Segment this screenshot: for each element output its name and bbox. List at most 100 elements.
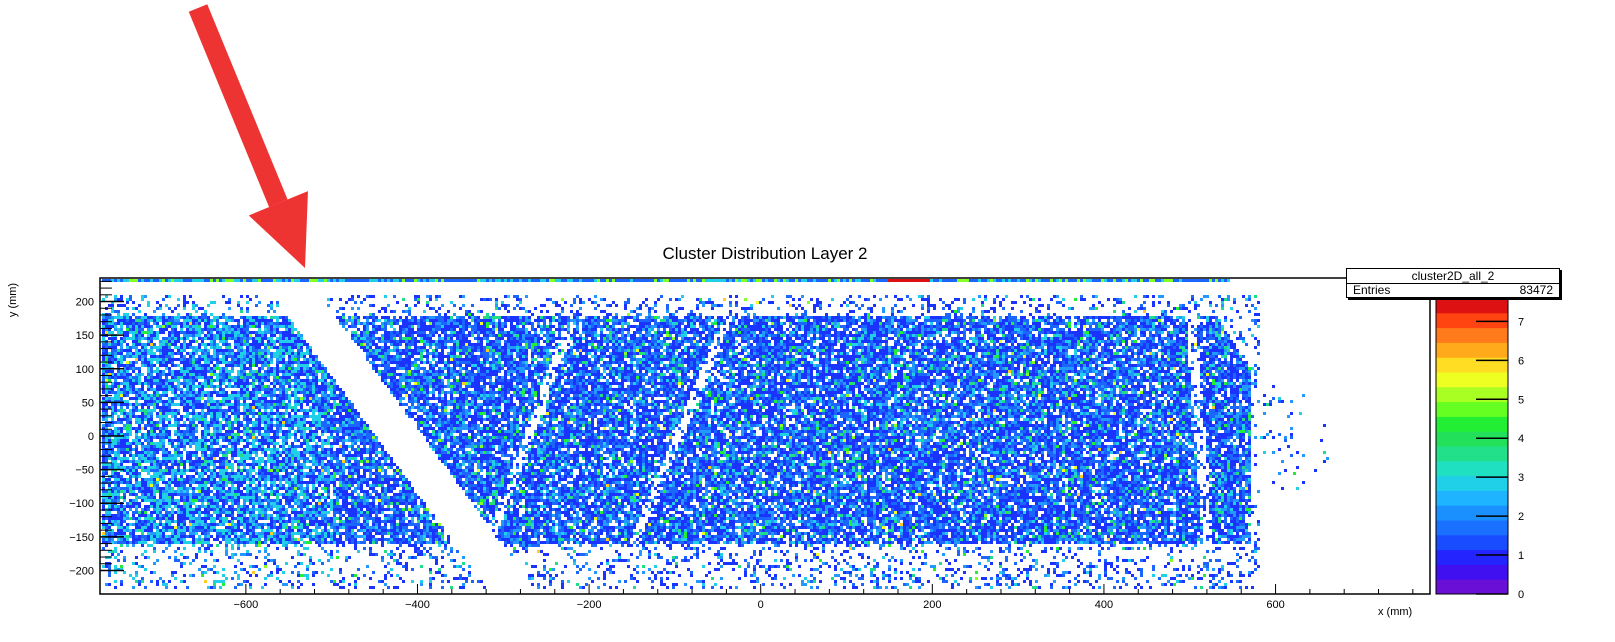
heatmap-cell [252, 430, 255, 433]
heatmap-cell [171, 496, 174, 499]
heatmap-cell [210, 568, 213, 571]
heatmap-cell [303, 412, 306, 415]
heatmap-cell [129, 319, 132, 322]
heatmap-cell [240, 307, 243, 310]
heatmap-cell [258, 463, 261, 466]
heatmap-cell [291, 571, 294, 574]
heatmap-cell [249, 412, 252, 415]
heatmap-cell [192, 415, 195, 418]
heatmap-cell [111, 400, 114, 403]
heatmap-cell [219, 493, 222, 496]
heatmap-cell [183, 382, 186, 385]
heatmap-cell [282, 535, 285, 538]
heatmap-cell [177, 514, 180, 517]
heatmap-cell [219, 424, 222, 427]
heatmap-cell [189, 334, 192, 337]
heatmap-cell [189, 469, 192, 472]
heatmap-cell [192, 307, 195, 310]
heatmap-cell [312, 376, 315, 379]
heatmap-cell [255, 385, 258, 388]
heatmap-cell [114, 343, 117, 346]
heatmap-cell [294, 400, 297, 403]
heatmap-cell [228, 346, 231, 349]
heatmap-cell [114, 376, 117, 379]
heatmap-cell [303, 460, 306, 463]
heatmap-cell [132, 544, 135, 547]
heatmap-cell [177, 490, 180, 493]
heatmap-cell [159, 514, 162, 517]
heatmap-cell [105, 379, 108, 382]
heatmap-cell [156, 502, 159, 505]
heatmap-cell [153, 316, 156, 319]
heatmap-cell [303, 457, 306, 460]
heatmap-cell [207, 514, 210, 517]
heatmap-cell [162, 340, 165, 343]
heatmap-cell [234, 406, 237, 409]
heatmap-cell [120, 565, 123, 568]
heatmap-cell [237, 547, 240, 550]
heatmap-cell [252, 523, 255, 526]
heatmap-cell [270, 463, 273, 466]
heatmap-cell [234, 472, 237, 475]
heatmap-cell [297, 526, 300, 529]
heatmap-cell [156, 394, 159, 397]
heatmap-cell [249, 481, 252, 484]
heatmap-cell [183, 523, 186, 526]
heatmap-cell [249, 331, 252, 334]
heatmap-cell [228, 535, 231, 538]
heatmap-cell [153, 409, 156, 412]
heatmap-cell [228, 451, 231, 454]
heatmap-cell [198, 538, 201, 541]
heatmap-cell [237, 484, 240, 487]
heatmap-cell [276, 505, 279, 508]
heatmap-cell [117, 373, 120, 376]
heatmap-cell [153, 319, 156, 322]
heatmap-cell [228, 400, 231, 403]
heatmap-cell [135, 520, 138, 523]
heatmap-cell [114, 520, 117, 523]
heatmap-cell [192, 439, 195, 442]
heatmap-cell [285, 406, 288, 409]
heatmap-cell [186, 439, 189, 442]
heatmap-cell [219, 499, 222, 502]
heatmap-cell [231, 409, 234, 412]
heatmap-cell [162, 454, 165, 457]
heatmap-cell [180, 355, 183, 358]
heatmap-cell [153, 496, 156, 499]
heatmap-cell [276, 451, 279, 454]
heatmap-cell [153, 541, 156, 544]
heatmap-cell [306, 415, 309, 418]
heatmap-cell [135, 373, 138, 376]
heatmap-cell [189, 406, 192, 409]
heatmap-cell [201, 355, 204, 358]
heatmap-cell [141, 481, 144, 484]
heatmap-cell [249, 322, 252, 325]
heatmap-cell [183, 415, 186, 418]
heatmap-cell [273, 343, 276, 346]
heatmap-cell [234, 379, 237, 382]
heatmap-cell [249, 373, 252, 376]
heatmap-cell [204, 445, 207, 448]
heatmap-cell [213, 400, 216, 403]
heatmap-cell [300, 445, 303, 448]
heatmap-cell [129, 475, 132, 478]
heatmap-cell [135, 349, 138, 352]
heatmap-cell [291, 466, 294, 469]
heatmap-cell [177, 430, 180, 433]
heatmap-cell [240, 337, 243, 340]
heatmap-cell [138, 370, 141, 373]
heatmap-cell [273, 475, 276, 478]
heatmap-cell [204, 379, 207, 382]
heatmap-cell [192, 451, 195, 454]
heatmap-cell [174, 370, 177, 373]
heatmap-cell [282, 532, 285, 535]
heatmap-cell [312, 415, 315, 418]
heatmap-cell [189, 493, 192, 496]
heatmap-cell [111, 481, 114, 484]
heatmap-cell [270, 307, 273, 310]
heatmap-cell [204, 460, 207, 463]
heatmap-cell [120, 364, 123, 367]
heatmap-cell [258, 526, 261, 529]
heatmap-cell [153, 433, 156, 436]
heatmap-cell [159, 319, 162, 322]
